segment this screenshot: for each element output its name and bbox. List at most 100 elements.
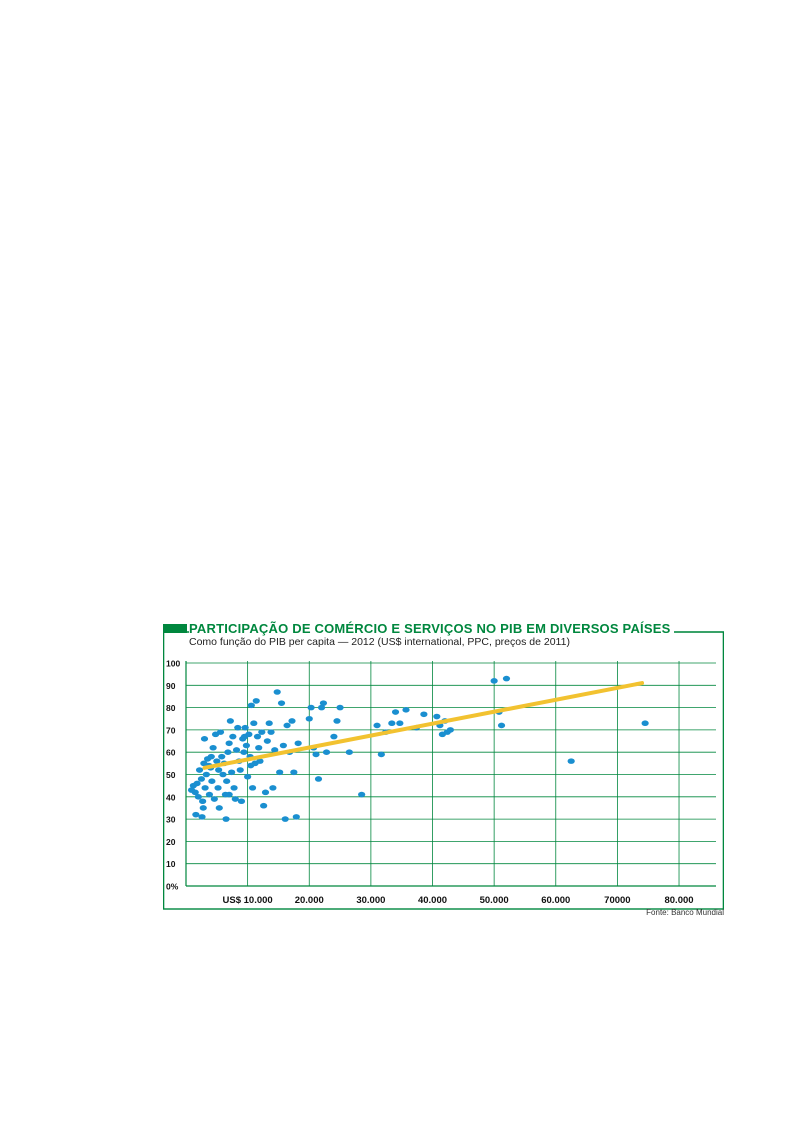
data-point	[312, 751, 320, 758]
x-tick-label: 30.000	[356, 895, 385, 906]
data-point	[330, 733, 338, 740]
data-point	[305, 715, 313, 722]
data-point	[214, 785, 222, 791]
y-tick-label: 30	[166, 815, 176, 825]
data-point	[276, 769, 284, 776]
data-point	[191, 789, 199, 796]
x-tick-label: 60.000	[541, 895, 570, 906]
data-point	[273, 689, 281, 695]
data-point	[258, 729, 266, 735]
y-tick-label: 40	[166, 792, 176, 802]
data-point	[314, 776, 323, 782]
data-point	[336, 704, 344, 711]
data-point	[333, 718, 341, 724]
data-point	[271, 747, 279, 753]
y-tick-label: 60	[166, 748, 176, 758]
data-point	[202, 771, 210, 778]
data-point	[248, 785, 257, 791]
x-tick-label: 50.000	[480, 895, 509, 906]
y-tick-label: 20	[166, 837, 176, 847]
data-point	[281, 816, 289, 822]
data-point	[319, 700, 328, 706]
data-point	[201, 785, 209, 791]
data-point	[263, 738, 271, 744]
chart-figure: 0% 10 20 30 40 50 60 70 80 90 100 US$ 10.000 20.000 3…	[163, 621, 724, 930]
data-point	[200, 736, 209, 742]
data-point	[279, 742, 287, 749]
data-point	[225, 740, 233, 747]
data-point	[294, 740, 302, 747]
tick-labels: 0% 10 20 30 40 50 60 70 80 90 100 US$ 10.000 20.000 3…	[166, 659, 694, 907]
data-point	[226, 718, 234, 724]
chart-title: PARTICIPAÇÃO DE COMÉRCIO E SERVIÇOS NO P…	[189, 621, 675, 637]
data-point	[288, 718, 296, 724]
data-point	[199, 798, 207, 805]
title-marker	[163, 624, 187, 633]
data-point	[219, 771, 227, 778]
data-point	[283, 722, 291, 729]
data-point	[252, 698, 260, 704]
data-point	[197, 776, 206, 782]
data-point	[193, 780, 201, 787]
scatter-plot: 0% 10 20 30 40 50 60 70 80 90 100 US$ 10.000 20.000 3…	[163, 631, 724, 910]
data-point	[222, 816, 230, 822]
y-tick-label: 70	[166, 725, 176, 735]
data-point	[207, 753, 215, 760]
data-point	[420, 711, 428, 718]
x-tick-label: 80.000	[664, 895, 693, 906]
x-tick-label: 40.000	[418, 895, 447, 906]
data-point	[267, 729, 275, 735]
trend-line	[202, 681, 645, 770]
data-point	[253, 733, 262, 740]
x-tick-label: 20.000	[295, 895, 324, 906]
data-point	[358, 791, 366, 798]
data-point	[261, 789, 270, 796]
data-point	[210, 796, 218, 802]
data-point	[209, 744, 217, 751]
data-point	[345, 749, 353, 755]
y-tick-label: 90	[166, 681, 176, 691]
y-tick-label: 100	[166, 659, 180, 669]
data-point	[446, 727, 454, 733]
data-point	[307, 704, 315, 711]
data-point	[269, 785, 277, 791]
data-point	[223, 778, 231, 784]
data-point	[240, 733, 249, 740]
data-point	[225, 791, 233, 798]
chart-subtitle: Como função do PIB per capita — 2012 (US…	[189, 636, 570, 648]
data-point	[290, 769, 298, 776]
data-point	[230, 785, 238, 791]
data-point	[388, 720, 396, 727]
data-point	[236, 767, 244, 773]
data-point	[237, 798, 246, 805]
data-point	[195, 767, 204, 773]
data-point	[229, 733, 237, 740]
data-point	[256, 758, 264, 764]
data-point	[234, 724, 242, 731]
data-point	[377, 751, 385, 758]
data-point	[260, 802, 268, 809]
data-point	[641, 720, 649, 727]
data-point	[218, 753, 226, 760]
data-point	[402, 707, 410, 713]
data-point	[213, 758, 221, 764]
data-point	[194, 794, 202, 800]
x-tick-label: US$ 10.000	[223, 895, 273, 906]
y-tick-label: 0%	[166, 882, 179, 892]
grid	[185, 661, 716, 887]
data-points	[187, 675, 649, 822]
data-point	[396, 720, 404, 727]
data-point	[255, 744, 263, 751]
data-point	[433, 713, 441, 720]
data-point	[317, 704, 326, 711]
data-point	[231, 796, 239, 802]
data-point	[265, 720, 273, 727]
data-point	[242, 742, 250, 749]
data-point	[250, 720, 258, 727]
data-point	[240, 749, 248, 755]
data-point	[322, 749, 331, 755]
data-point	[277, 700, 286, 706]
data-point	[292, 814, 300, 820]
trend-line-group	[202, 681, 645, 770]
data-point	[199, 805, 207, 811]
